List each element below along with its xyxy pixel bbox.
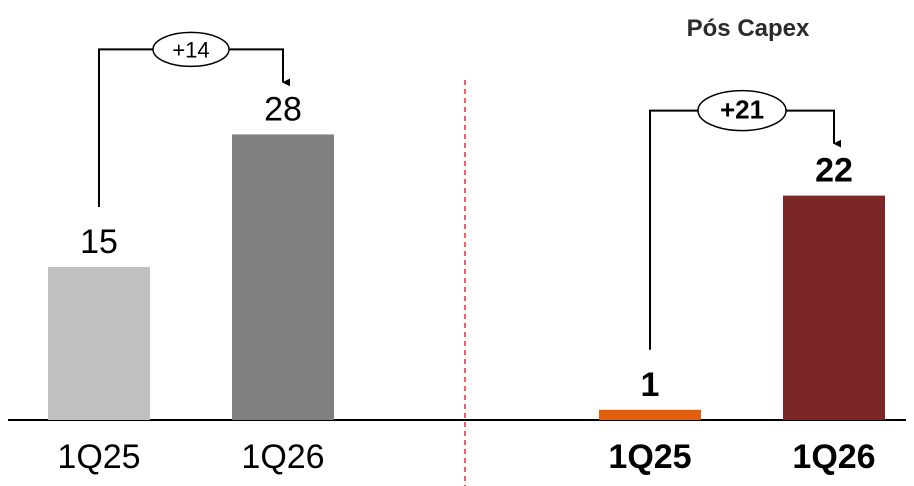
x-tick-label: 1Q25 bbox=[608, 438, 691, 476]
value-label: 1 bbox=[641, 366, 660, 404]
bar-1q25 bbox=[599, 409, 701, 420]
delta-badge bbox=[152, 31, 230, 68]
delta-label: +21 bbox=[720, 95, 764, 125]
bar-1q25 bbox=[48, 267, 150, 420]
value-label: 28 bbox=[264, 90, 302, 128]
value-label: 15 bbox=[80, 223, 118, 261]
x-tick-label: 1Q26 bbox=[241, 438, 324, 476]
right-panel-title: Pós Capex bbox=[687, 15, 810, 42]
bar-1q26 bbox=[783, 195, 885, 420]
delta-badge bbox=[697, 89, 787, 132]
x-tick-label: 1Q25 bbox=[57, 438, 140, 476]
value-label: 22 bbox=[815, 152, 853, 190]
x-tick-label: 1Q26 bbox=[792, 438, 875, 476]
bar-1q26 bbox=[232, 134, 334, 420]
delta-label: +14 bbox=[172, 37, 209, 62]
